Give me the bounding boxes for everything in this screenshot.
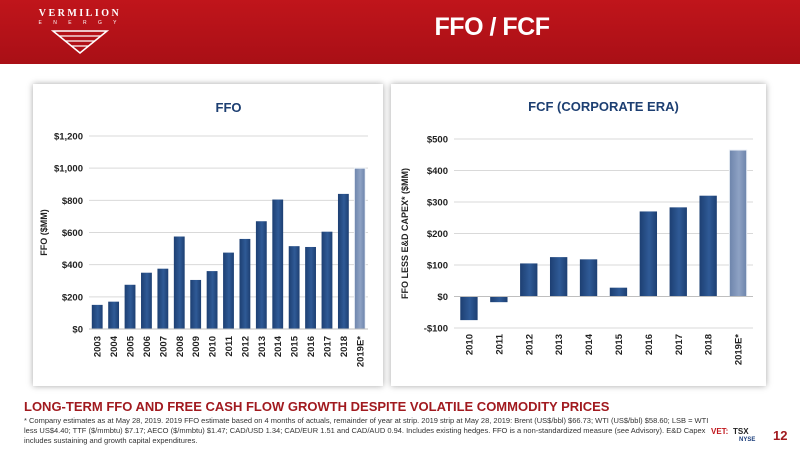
x-tick-label: 2018 (704, 334, 715, 355)
y-tick-label: $0 (72, 325, 83, 336)
x-tick-label: 2015 (290, 335, 301, 357)
x-tick-label: 2004 (109, 335, 120, 357)
x-tick-label: 2010 (464, 334, 475, 355)
y-tick-label: $200 (427, 229, 448, 240)
vermilion-logo: VERMILION E N E R G Y (30, 8, 130, 58)
bar-2003 (91, 304, 103, 329)
y-tick-label: $200 (62, 292, 83, 303)
x-tick-label: 2017 (674, 334, 685, 355)
footnote: * Company estimates as at May 28, 2019. … (24, 416, 709, 445)
x-tick-label: 2014 (584, 333, 595, 355)
x-tick-label: 2011 (224, 335, 235, 356)
x-tick-label: 2010 (208, 336, 219, 357)
y-axis-label: FFO LESS E&D CAPEX* ($MM) (400, 168, 410, 299)
x-tick-label: 2013 (257, 336, 268, 357)
x-tick-label: 2012 (524, 334, 535, 355)
x-tick-label: 2018 (339, 336, 350, 357)
bar-2013 (255, 221, 267, 329)
x-tick-label: 2015 (614, 333, 625, 355)
fcf-chart-panel: FCF (CORPORATE ERA) -$100 $0 $100 $200 $300 $4… (391, 84, 766, 386)
x-tick-label: 2003 (93, 336, 104, 357)
bar-2014 (579, 259, 598, 297)
y-tick-label: $1,000 (54, 164, 83, 175)
nyse-logo: NYSE (739, 437, 756, 443)
bar-2007 (157, 268, 169, 329)
bar-2009 (190, 279, 202, 329)
y-tick-label: $1,200 (54, 132, 83, 143)
x-tick-label: 2017 (322, 336, 333, 357)
bar-2017 (321, 231, 333, 329)
y-tick-label: $0 (437, 292, 448, 303)
bar-2015 (288, 246, 300, 329)
x-tick-label: 2012 (240, 336, 251, 357)
y-tick-label: $400 (62, 260, 83, 271)
tsx-logo: TSX (733, 427, 749, 436)
y-tick-label: $500 (427, 135, 448, 146)
bar-2019E* (728, 149, 748, 298)
x-tick-label: 2016 (306, 336, 317, 357)
x-tick-label: 2016 (644, 334, 655, 355)
chart-title: FCF (CORPORATE ERA) (528, 99, 679, 114)
tagline: LONG-TERM FFO AND FREE CASH FLOW GROWTH … (24, 399, 610, 414)
y-tick-label: $400 (427, 166, 448, 177)
ffo-chart: FFO $0 $200 $400 $600 $800 $1,000 $1,200 FFO ($M… (39, 100, 368, 367)
chart-title: FFO (216, 100, 242, 115)
ffo-chart-panel: FFO $0 $200 $400 $600 $800 $1,000 $1,200 FFO ($M… (33, 84, 383, 386)
bar-2015 (609, 287, 628, 297)
bar-2018 (699, 195, 717, 297)
x-tick-label: 2019E* (734, 334, 745, 365)
x-tick-label: 2006 (142, 336, 153, 357)
slide-title: FFO / FCF (434, 13, 550, 41)
bar-2004 (108, 301, 120, 329)
x-tick-label: 2019E* (355, 336, 366, 367)
x-tick-label: 2005 (126, 335, 137, 357)
x-tick-label: 2013 (554, 334, 565, 355)
y-axis-label: FFO ($MM) (39, 209, 49, 256)
header-bar: VERMILION E N E R G Y FFO / FCF (0, 0, 800, 64)
logo-sub: E N E R G Y (38, 20, 122, 26)
bar-2012 (520, 263, 538, 297)
bar-2018 (337, 193, 349, 329)
y-tick-label: $300 (427, 198, 448, 209)
bar-2006 (141, 272, 152, 329)
bar-2010 (206, 271, 218, 329)
exchange-logos: VET: TSX NYSE (711, 423, 765, 447)
page-number: 12 (773, 428, 788, 443)
bar-2014 (272, 199, 284, 329)
x-tick-label: 2008 (175, 336, 186, 357)
vet-ticker: VET: (711, 427, 729, 436)
x-tick-label: 2014 (273, 335, 284, 357)
bar-2016 (639, 211, 658, 297)
bar-2010 (460, 296, 478, 321)
y-tick-label: $800 (62, 196, 83, 207)
bar-2012 (239, 238, 251, 329)
bar-2017 (669, 207, 687, 297)
bar-2019E* (353, 167, 366, 330)
y-tick-label: $600 (62, 228, 83, 239)
x-tick-label: 2011 (494, 333, 505, 354)
bar-2011 (490, 296, 508, 303)
bar-2008 (173, 236, 185, 329)
bar-2011 (223, 252, 234, 329)
bar-2005 (124, 284, 136, 329)
y-tick-label: $100 (427, 261, 448, 272)
x-tick-label: 2007 (158, 336, 169, 357)
bar-2013 (549, 257, 568, 297)
bar-2016 (305, 246, 316, 329)
x-tick-label: 2009 (191, 336, 202, 357)
y-tick-label: -$100 (424, 324, 448, 335)
logo-chevron-icon (51, 30, 109, 55)
fcf-chart: FCF (CORPORATE ERA) -$100 $0 $100 $200 $300 $4… (400, 99, 753, 365)
logo-name: VERMILION (38, 8, 122, 19)
